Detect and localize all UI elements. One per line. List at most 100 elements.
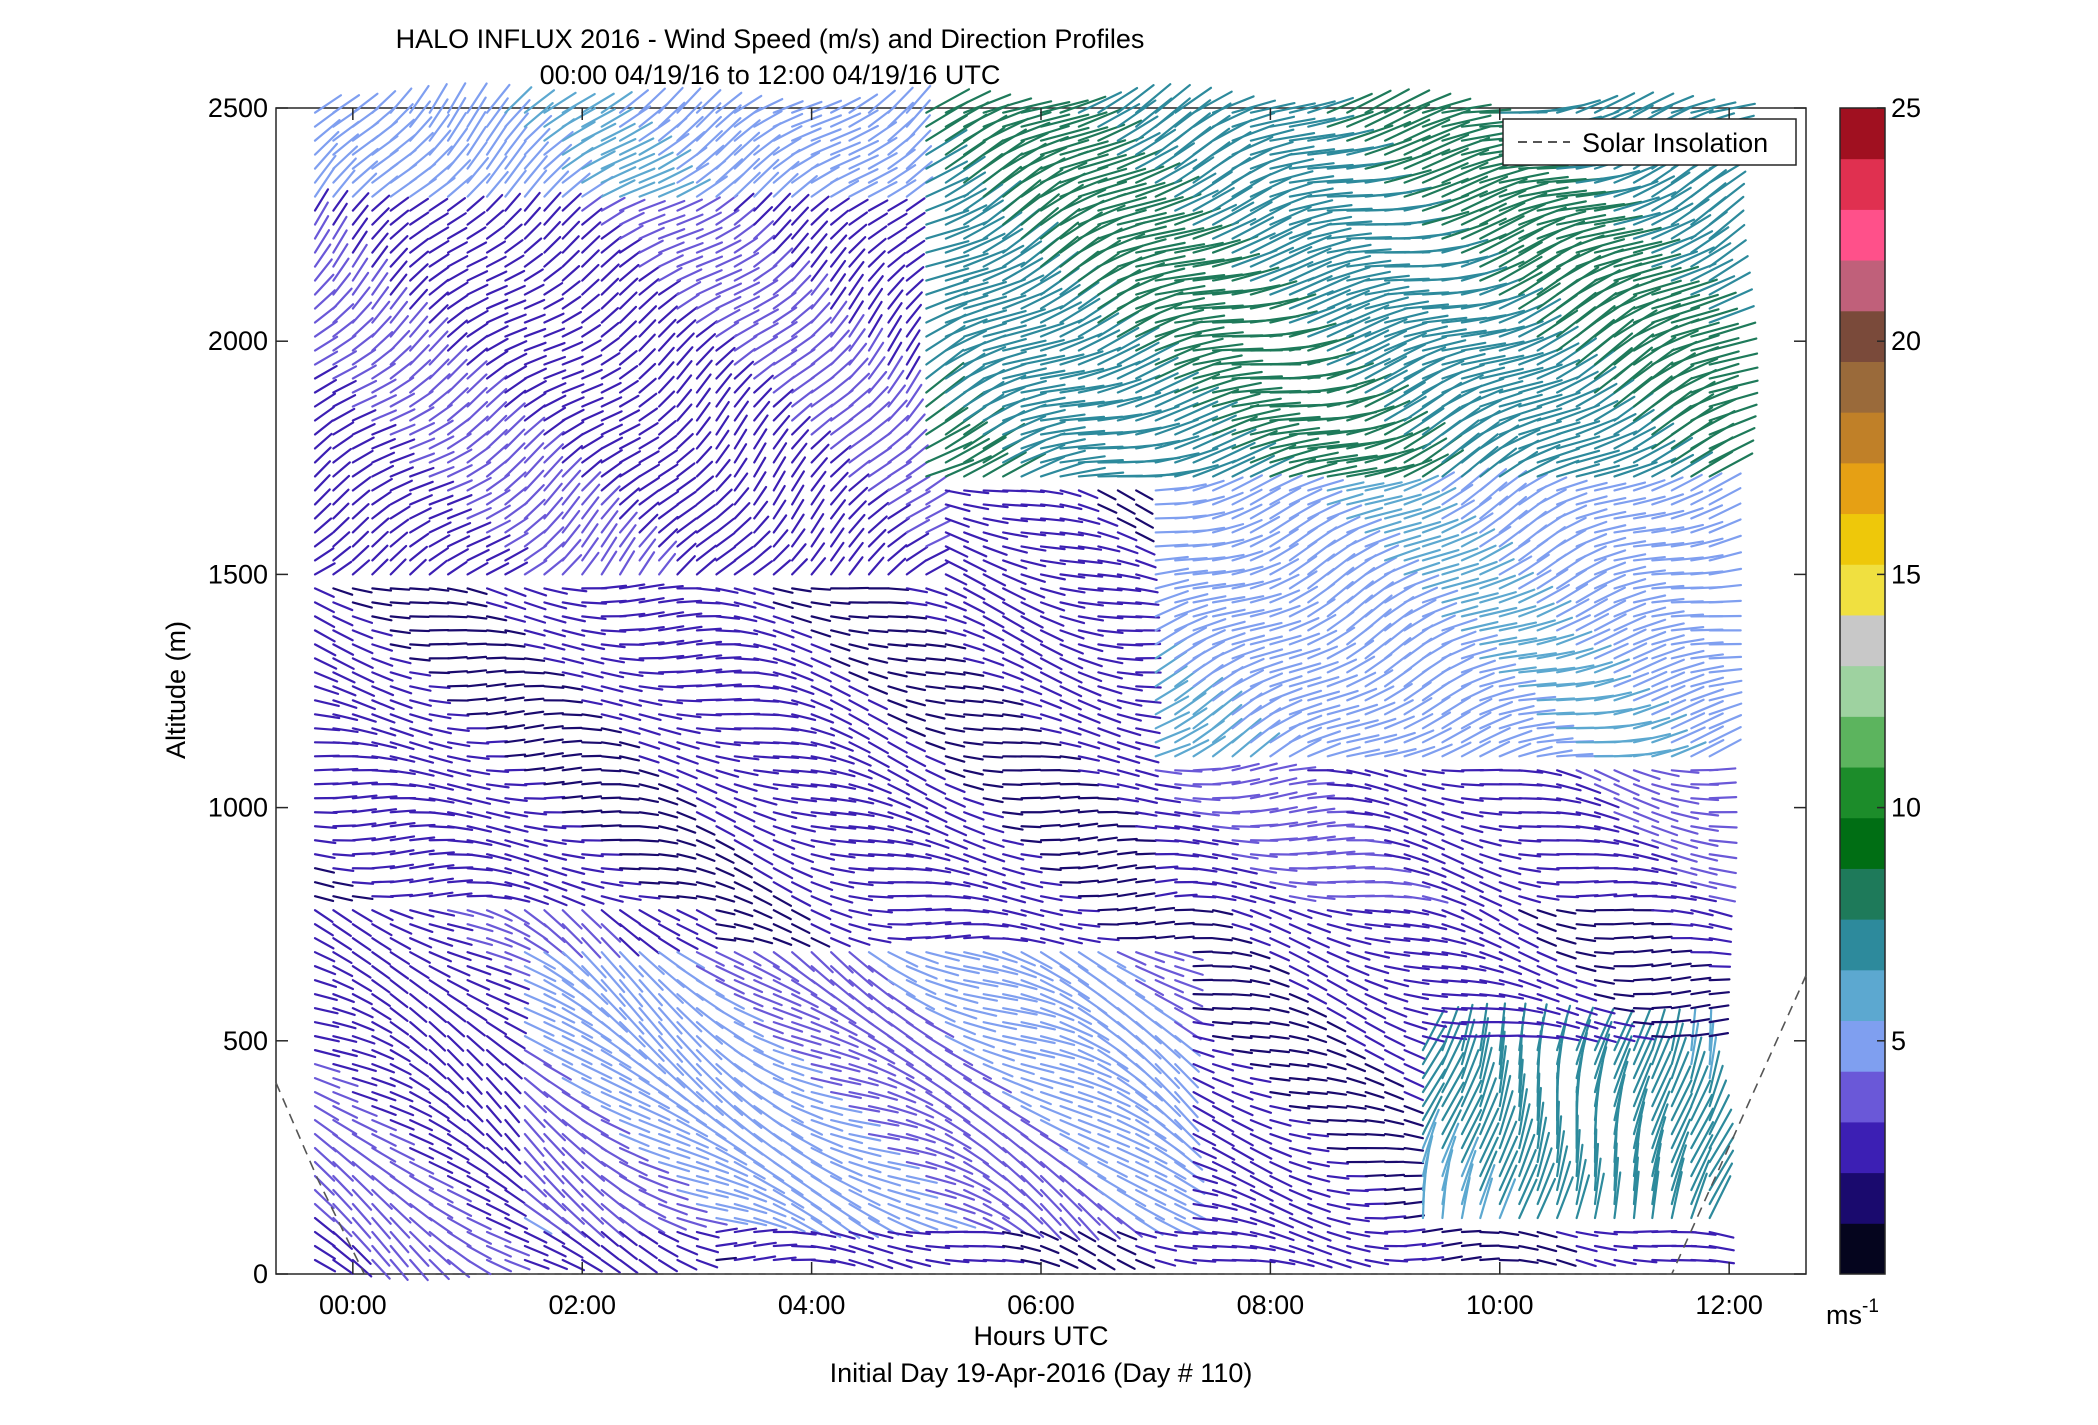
wind-vector	[791, 993, 819, 1009]
wind-vector	[695, 401, 711, 422]
wind-vector	[753, 867, 773, 880]
wind-vector	[1039, 573, 1066, 581]
wind-vector	[772, 1049, 805, 1062]
wind-vector	[1441, 547, 1479, 562]
wind-vector	[830, 259, 847, 282]
wind-vector	[1364, 307, 1409, 324]
wind-vector	[1135, 1202, 1166, 1221]
wind-vector	[313, 853, 336, 860]
wind-vector	[485, 1104, 502, 1124]
wind-vector	[409, 329, 429, 352]
wind-vector	[1135, 965, 1165, 980]
wind-vector	[1231, 454, 1275, 478]
wind-vector	[332, 272, 352, 296]
wind-vector	[1346, 580, 1374, 604]
wind-vector	[1326, 746, 1361, 758]
wind-vector	[1174, 1202, 1207, 1220]
wind-vector	[1231, 216, 1275, 240]
wind-vector	[618, 797, 640, 801]
wind-vector	[1077, 312, 1120, 338]
wind-vector	[466, 1244, 492, 1260]
wind-vector	[351, 1118, 378, 1133]
wind-vector	[618, 524, 637, 548]
wind-vector	[1002, 685, 1024, 694]
wind-vector	[753, 192, 773, 212]
wind-vector	[715, 951, 745, 966]
wind-vector	[848, 260, 865, 282]
wind-vector	[963, 769, 984, 776]
wind-vector	[332, 587, 354, 596]
wind-vector	[1192, 556, 1226, 562]
wind-vector	[1269, 604, 1301, 618]
wind-vector	[810, 361, 835, 380]
wind-vector	[638, 422, 659, 436]
wind-vector	[389, 685, 413, 695]
wind-vector	[1135, 865, 1156, 870]
wind-vector	[638, 685, 664, 691]
wind-vector	[561, 92, 596, 114]
wind-vector	[867, 1063, 897, 1077]
wind-vector	[887, 328, 902, 352]
wind-vector	[1211, 1216, 1238, 1224]
wind-vector	[1192, 343, 1244, 352]
wind-vector	[1364, 769, 1389, 778]
wind-vector	[657, 165, 693, 184]
wind-vector	[753, 587, 775, 595]
wind-vector	[600, 643, 626, 649]
wind-vector	[1231, 1188, 1257, 1201]
wind-vector	[1346, 270, 1391, 282]
wind-vector	[351, 601, 373, 609]
wind-vector	[428, 419, 454, 436]
wind-vector	[733, 797, 757, 808]
wind-vector	[848, 1132, 882, 1142]
wind-vector	[446, 937, 473, 946]
wind-vector	[618, 1188, 646, 1207]
wind-vector	[543, 1063, 572, 1081]
wind-vector	[944, 713, 966, 718]
wind-vector	[523, 867, 549, 877]
wind-vector	[332, 601, 354, 612]
wind-vector	[446, 923, 474, 932]
wind-vector	[1059, 442, 1106, 450]
wind-vector	[371, 643, 394, 652]
wind-vector	[848, 556, 864, 576]
wind-vector	[830, 853, 856, 859]
wind-vector	[1249, 546, 1281, 562]
wind-vector	[1154, 402, 1199, 422]
wind-vector	[1020, 573, 1046, 583]
wind-vector	[753, 1160, 785, 1182]
wind-vector	[1364, 508, 1403, 520]
wind-vector	[504, 1244, 531, 1257]
wind-vector	[428, 783, 455, 791]
wind-vector	[848, 402, 872, 422]
wind-vector	[944, 531, 970, 544]
wind-vector	[1192, 1118, 1216, 1133]
wind-vector	[791, 1216, 824, 1236]
wind-vector	[772, 456, 787, 478]
wind-vector	[1269, 499, 1301, 520]
wind-vector	[1039, 1174, 1064, 1198]
wind-vector	[944, 881, 971, 888]
wind-vector	[351, 423, 376, 436]
wind-vector	[371, 615, 393, 622]
wind-vector	[371, 1091, 397, 1102]
wind-vector	[1364, 717, 1397, 730]
wind-vector	[1192, 1188, 1219, 1197]
wind-vector	[848, 236, 867, 254]
wind-vector	[695, 654, 723, 660]
wind-vector	[791, 923, 811, 935]
wind-vector	[1421, 639, 1454, 660]
wind-vector	[715, 415, 730, 436]
wind-vector	[1346, 329, 1390, 352]
wind-vector	[1441, 125, 1491, 142]
wind-vector	[867, 1174, 902, 1187]
wind-vector	[867, 1202, 901, 1220]
wind-vector	[409, 755, 435, 764]
wind-vector	[1154, 1049, 1181, 1075]
wind-vector	[1346, 1132, 1368, 1136]
wind-vector	[905, 1118, 936, 1131]
wind-vector	[753, 249, 777, 268]
wind-vector	[371, 1188, 393, 1210]
wind-vector	[1249, 762, 1278, 772]
wind-vector	[925, 1202, 958, 1214]
